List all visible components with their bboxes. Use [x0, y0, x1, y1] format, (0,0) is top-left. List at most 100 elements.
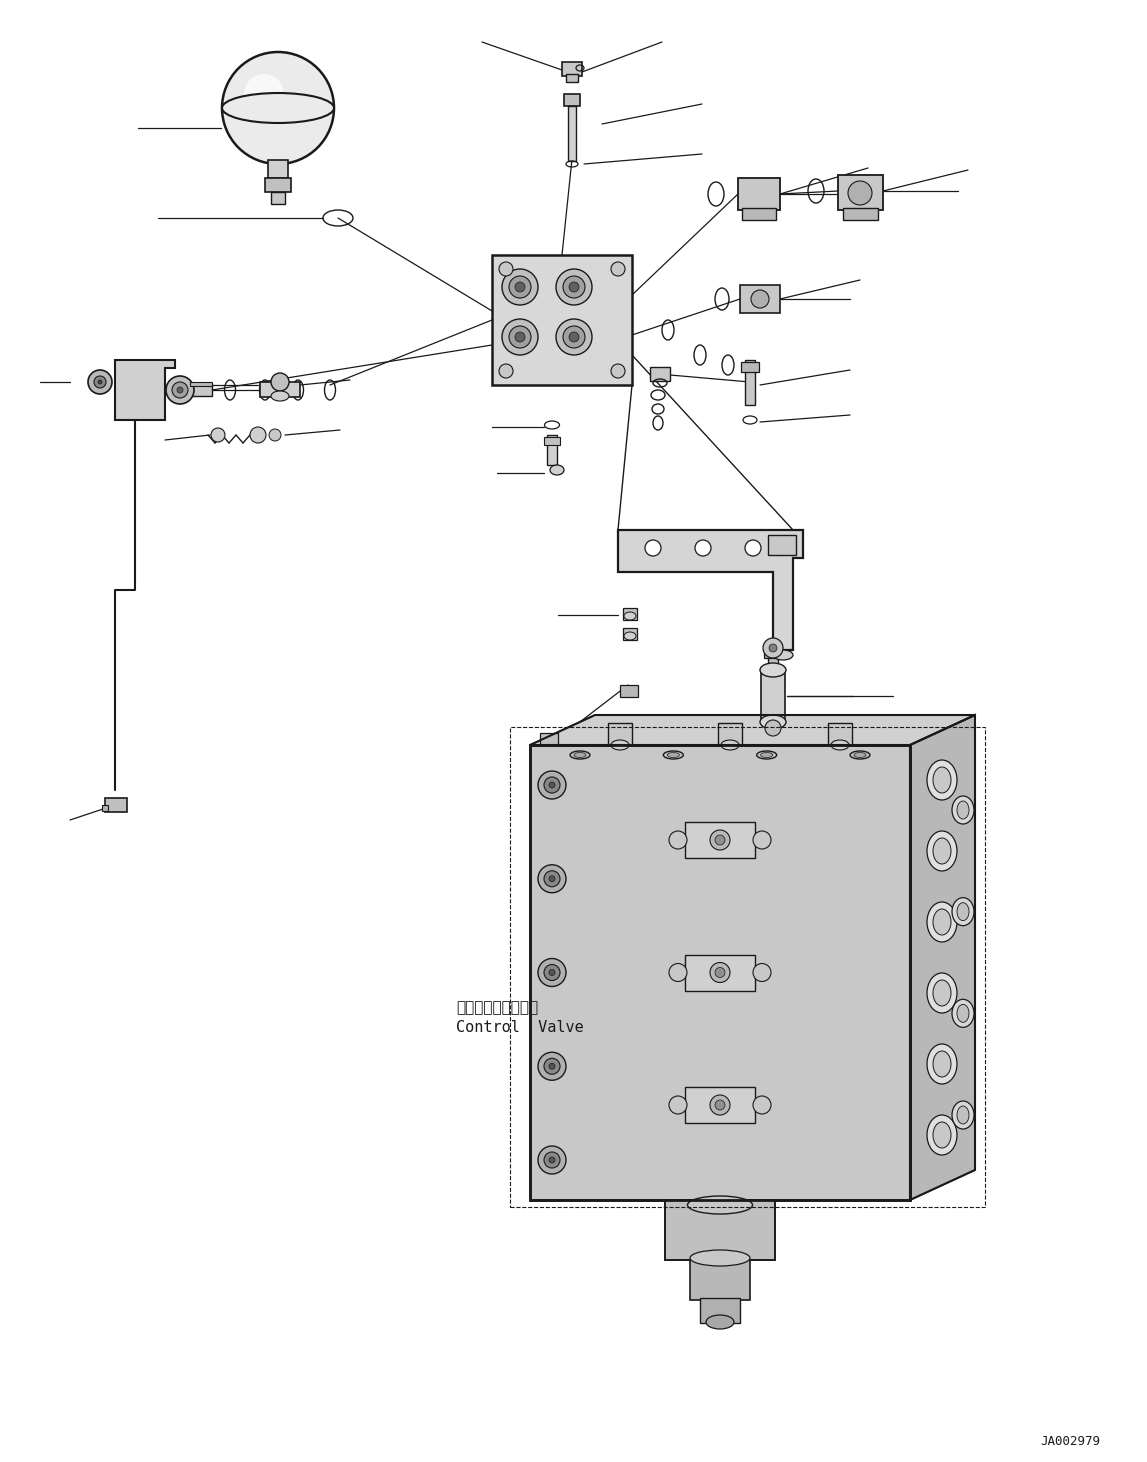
Circle shape [611, 364, 625, 379]
Circle shape [544, 1152, 560, 1168]
Circle shape [549, 1156, 555, 1162]
Ellipse shape [757, 751, 777, 759]
Bar [768, 535, 796, 556]
Ellipse shape [721, 740, 739, 750]
Bar [547, 436, 557, 465]
Ellipse shape [933, 838, 951, 864]
Bar [268, 159, 288, 178]
Circle shape [499, 262, 513, 276]
Circle shape [751, 289, 768, 308]
Ellipse shape [933, 909, 951, 936]
Text: Control  Valve: Control Valve [457, 1020, 584, 1035]
Ellipse shape [952, 795, 974, 825]
Bar [741, 363, 759, 371]
Ellipse shape [710, 1095, 729, 1116]
Circle shape [544, 776, 560, 792]
Ellipse shape [927, 974, 957, 1013]
Ellipse shape [624, 632, 635, 640]
Bar [650, 367, 670, 382]
Circle shape [88, 370, 112, 393]
Circle shape [611, 262, 625, 276]
Ellipse shape [690, 1250, 750, 1266]
Bar [190, 385, 212, 396]
Circle shape [538, 1053, 565, 1080]
Bar [764, 648, 782, 658]
Circle shape [502, 269, 538, 306]
Ellipse shape [850, 751, 871, 759]
Circle shape [549, 969, 555, 975]
Circle shape [499, 364, 513, 379]
Circle shape [166, 376, 194, 404]
Bar [746, 360, 755, 405]
Bar [260, 382, 301, 398]
Circle shape [270, 428, 281, 442]
Ellipse shape [773, 651, 793, 659]
Bar [190, 382, 212, 386]
Bar [690, 1260, 750, 1300]
Bar [742, 208, 777, 219]
Ellipse shape [715, 968, 725, 978]
Circle shape [752, 830, 771, 849]
Circle shape [768, 643, 777, 652]
Bar [768, 651, 778, 725]
Ellipse shape [687, 1196, 752, 1213]
Polygon shape [115, 360, 175, 420]
Ellipse shape [760, 753, 773, 757]
Ellipse shape [223, 94, 334, 123]
Ellipse shape [952, 1101, 974, 1129]
Bar [623, 629, 637, 640]
Circle shape [509, 276, 531, 298]
Ellipse shape [611, 740, 629, 750]
Bar [562, 61, 582, 76]
Ellipse shape [957, 902, 969, 921]
Circle shape [556, 269, 592, 306]
Circle shape [538, 770, 565, 800]
Circle shape [563, 276, 585, 298]
Circle shape [669, 963, 687, 981]
Circle shape [509, 326, 531, 348]
Bar [510, 727, 985, 1208]
Ellipse shape [855, 753, 866, 757]
Circle shape [752, 1096, 771, 1114]
Bar [544, 437, 560, 444]
Ellipse shape [574, 753, 586, 757]
Circle shape [549, 782, 555, 788]
Circle shape [563, 326, 585, 348]
Polygon shape [618, 531, 803, 651]
Bar [530, 746, 910, 1200]
Text: JA002979: JA002979 [1040, 1436, 1100, 1447]
Ellipse shape [957, 801, 969, 819]
Bar [564, 94, 580, 107]
Bar [740, 285, 780, 313]
Ellipse shape [710, 962, 729, 982]
Bar [738, 178, 780, 211]
Circle shape [752, 963, 771, 981]
Bar [492, 254, 632, 385]
Bar [685, 1088, 755, 1123]
Circle shape [515, 332, 525, 342]
Circle shape [177, 387, 184, 393]
Ellipse shape [668, 753, 679, 757]
Circle shape [848, 181, 872, 205]
Bar [265, 178, 291, 192]
Ellipse shape [570, 751, 590, 759]
Ellipse shape [710, 830, 729, 849]
Circle shape [569, 332, 579, 342]
Ellipse shape [957, 1004, 969, 1022]
Circle shape [172, 382, 188, 398]
Circle shape [94, 376, 106, 387]
Polygon shape [530, 715, 975, 746]
Bar [565, 75, 578, 82]
Ellipse shape [624, 613, 635, 620]
Bar [838, 175, 883, 211]
Circle shape [211, 428, 225, 442]
Ellipse shape [927, 760, 957, 800]
Ellipse shape [715, 1099, 725, 1110]
Circle shape [502, 319, 538, 355]
Circle shape [544, 871, 560, 887]
Ellipse shape [707, 1314, 734, 1329]
Bar [623, 608, 637, 620]
Circle shape [515, 282, 525, 292]
Circle shape [97, 380, 102, 385]
Ellipse shape [927, 830, 957, 871]
